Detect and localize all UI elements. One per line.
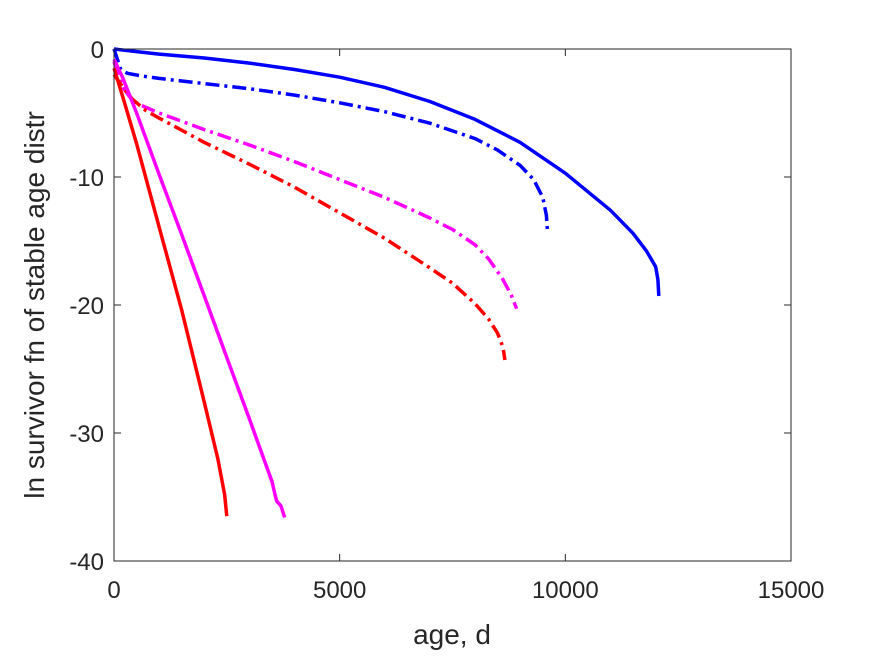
x-tick-label: 5000 [313, 577, 366, 604]
series-line-2 [112, 48, 550, 230]
series-line-5 [112, 58, 287, 519]
series-line-3 [112, 61, 519, 310]
plot-area [114, 49, 791, 561]
x-tick-label: 15000 [758, 577, 825, 604]
x-tick-label: 0 [107, 577, 120, 604]
series-line-6 [112, 67, 229, 517]
y-axis-label: ln survivor fn of stable age distr [19, 111, 50, 499]
x-tick-label: 10000 [532, 577, 599, 604]
y-tick-label: -10 [69, 165, 104, 192]
series-line-1 [113, 47, 661, 297]
y-tick-label: -20 [69, 293, 104, 320]
x-axis-label: age, d [413, 619, 491, 650]
y-tick-label: -40 [69, 549, 104, 576]
y-tick-label: -30 [69, 421, 104, 448]
y-tick-label: 0 [91, 37, 104, 64]
series-layer [112, 47, 661, 519]
axes-layer: 0 5000 10000 15000 0 -10 -20 -30 -40 [69, 37, 824, 604]
